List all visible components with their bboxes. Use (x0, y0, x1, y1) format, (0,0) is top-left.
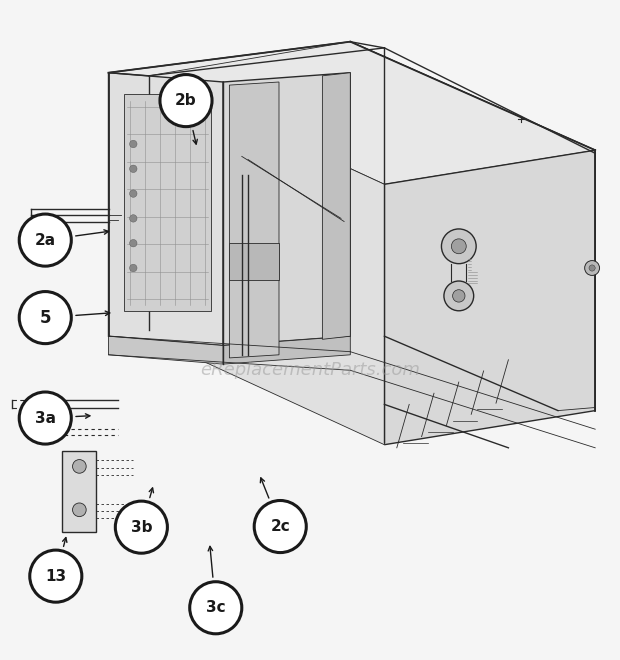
Polygon shape (62, 451, 96, 531)
Circle shape (453, 290, 465, 302)
Circle shape (130, 214, 137, 222)
Polygon shape (229, 82, 279, 358)
Text: 13: 13 (45, 569, 66, 583)
Circle shape (19, 214, 71, 266)
Text: 5: 5 (40, 309, 51, 327)
Polygon shape (108, 42, 595, 182)
Text: 3c: 3c (206, 600, 226, 615)
Circle shape (19, 292, 71, 344)
Polygon shape (108, 73, 223, 345)
Text: 2b: 2b (175, 93, 197, 108)
Circle shape (444, 281, 474, 311)
Polygon shape (149, 76, 384, 445)
Polygon shape (350, 73, 595, 411)
Text: 3a: 3a (35, 411, 56, 426)
Polygon shape (149, 42, 595, 184)
Circle shape (19, 392, 71, 444)
Circle shape (130, 190, 137, 197)
Circle shape (160, 75, 212, 127)
Polygon shape (223, 336, 350, 364)
Text: 3b: 3b (131, 519, 152, 535)
Text: 2a: 2a (35, 232, 56, 248)
Polygon shape (223, 73, 350, 345)
Circle shape (130, 240, 137, 247)
Circle shape (30, 550, 82, 602)
Circle shape (73, 503, 86, 517)
Polygon shape (108, 336, 223, 364)
Circle shape (115, 501, 167, 553)
Text: 2c: 2c (270, 519, 290, 534)
Polygon shape (229, 243, 279, 280)
Circle shape (130, 141, 137, 148)
Circle shape (441, 229, 476, 263)
Circle shape (589, 265, 595, 271)
Circle shape (254, 500, 306, 552)
Polygon shape (322, 73, 350, 339)
Circle shape (130, 264, 137, 272)
Circle shape (130, 165, 137, 172)
Polygon shape (124, 94, 211, 312)
Circle shape (585, 261, 600, 275)
Circle shape (190, 581, 242, 634)
Circle shape (451, 239, 466, 253)
Polygon shape (384, 150, 595, 445)
Circle shape (73, 459, 86, 473)
Text: eReplacementParts.com: eReplacementParts.com (200, 361, 420, 380)
